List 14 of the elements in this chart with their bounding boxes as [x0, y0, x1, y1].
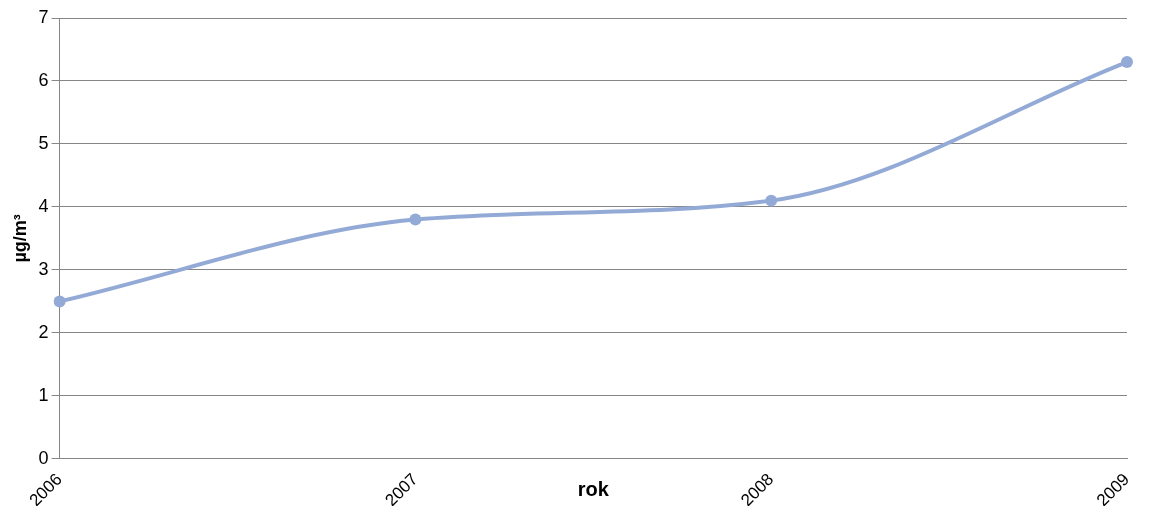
- y-tick-label: 2: [38, 321, 49, 342]
- point: [53, 295, 66, 308]
- y-tick-label: 7: [38, 6, 49, 27]
- y-tick-label: 5: [38, 132, 49, 153]
- y-tick-label: 0: [38, 447, 49, 468]
- point: [1121, 56, 1133, 69]
- point: [765, 194, 778, 207]
- y-tick-label: 3: [38, 258, 49, 279]
- point: [409, 213, 422, 226]
- y-tick-label: 1: [38, 384, 49, 405]
- y-axis-title: µg/m³: [9, 214, 30, 263]
- x-axis-title: rok: [577, 477, 610, 500]
- y-tick-label: 4: [38, 195, 49, 216]
- y-tick-label: 6: [38, 69, 49, 90]
